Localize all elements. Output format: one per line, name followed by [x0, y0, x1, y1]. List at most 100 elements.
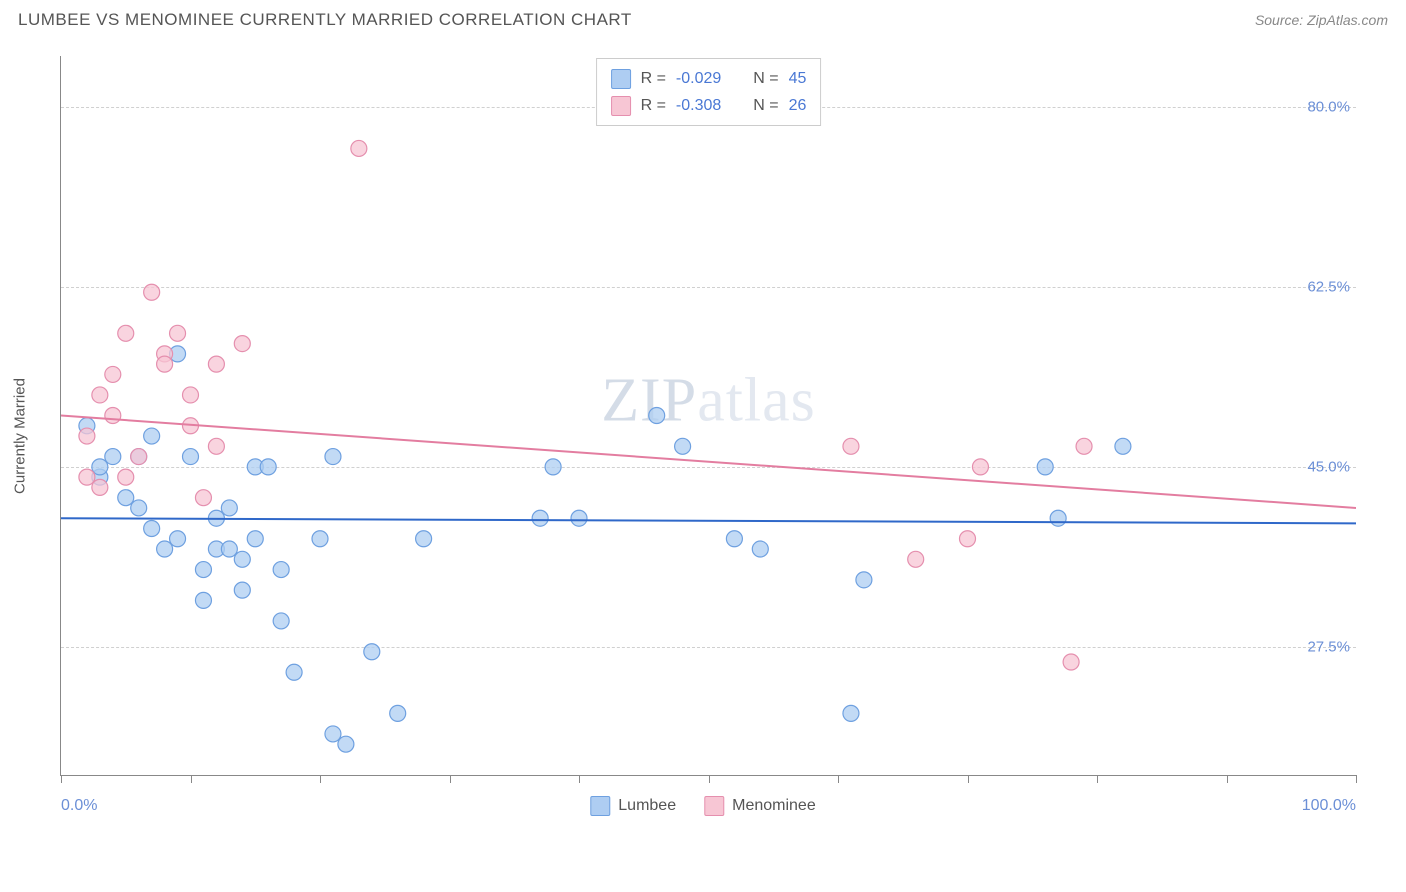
- legend-row-lumbee: R = -0.029 N = 45: [611, 65, 807, 92]
- x-min-label: 0.0%: [61, 797, 97, 815]
- legend-n-label: N =: [753, 92, 778, 119]
- scatter-point: [208, 438, 224, 454]
- source-attribution: Source: ZipAtlas.com: [1255, 12, 1388, 28]
- scatter-point: [234, 336, 250, 352]
- scatter-point: [118, 325, 134, 341]
- scatter-point: [649, 408, 665, 424]
- scatter-point: [416, 531, 432, 547]
- series-legend: Lumbee Menominee: [590, 796, 815, 816]
- legend-r-value-lumbee: -0.029: [676, 65, 721, 92]
- x-max-label: 100.0%: [1302, 797, 1356, 815]
- x-tick: [61, 775, 62, 783]
- scatter-point: [118, 490, 134, 506]
- scatter-point: [92, 479, 108, 495]
- scatter-point: [390, 705, 406, 721]
- legend-swatch-icon: [704, 796, 724, 816]
- legend-item-menominee: Menominee: [704, 796, 816, 816]
- scatter-point: [1037, 459, 1053, 475]
- legend-swatch-lumbee: [611, 69, 631, 89]
- scatter-point: [131, 449, 147, 465]
- scatter-point: [221, 541, 237, 557]
- x-tick: [579, 775, 580, 783]
- scatter-point: [247, 531, 263, 547]
- scatter-point: [105, 449, 121, 465]
- scatter-point: [325, 726, 341, 742]
- scatter-point: [234, 551, 250, 567]
- scatter-point: [221, 500, 237, 516]
- scatter-point: [286, 664, 302, 680]
- correlation-legend: R = -0.029 N = 45 R = -0.308 N = 26: [596, 58, 822, 126]
- legend-n-value-menominee: 26: [789, 92, 807, 119]
- scatter-point: [144, 428, 160, 444]
- chart-header: LUMBEE VS MENOMINEE CURRENTLY MARRIED CO…: [0, 0, 1406, 36]
- scatter-point: [195, 592, 211, 608]
- scatter-point: [131, 500, 147, 516]
- scatter-point: [1063, 654, 1079, 670]
- x-tick: [450, 775, 451, 783]
- legend-label-menominee: Menominee: [732, 797, 816, 815]
- scatter-point: [144, 284, 160, 300]
- scatter-point: [208, 356, 224, 372]
- x-tick: [838, 775, 839, 783]
- scatter-point: [1115, 438, 1131, 454]
- chart-title: LUMBEE VS MENOMINEE CURRENTLY MARRIED CO…: [18, 10, 632, 30]
- scatter-point: [79, 469, 95, 485]
- legend-row-menominee: R = -0.308 N = 26: [611, 92, 807, 119]
- source-label: Source:: [1255, 12, 1303, 28]
- scatter-point: [92, 459, 108, 475]
- scatter-point: [856, 572, 872, 588]
- scatter-point: [170, 325, 186, 341]
- scatter-point: [1076, 438, 1092, 454]
- legend-swatch-icon: [590, 796, 610, 816]
- legend-swatch-menominee: [611, 96, 631, 116]
- scatter-point: [972, 459, 988, 475]
- y-axis-label: Currently Married: [12, 378, 29, 494]
- scatter-point: [118, 469, 134, 485]
- scatter-point: [908, 551, 924, 567]
- scatter-svg: [61, 56, 1356, 775]
- chart-container: Currently Married R = -0.029 N = 45 R = …: [20, 36, 1386, 836]
- legend-r-label: R =: [641, 65, 666, 92]
- scatter-point: [273, 613, 289, 629]
- scatter-point: [195, 562, 211, 578]
- x-tick: [320, 775, 321, 783]
- scatter-point: [195, 490, 211, 506]
- legend-item-lumbee: Lumbee: [590, 796, 676, 816]
- legend-r-label: R =: [641, 92, 666, 119]
- x-tick: [709, 775, 710, 783]
- scatter-point: [532, 510, 548, 526]
- scatter-point: [105, 408, 121, 424]
- scatter-point: [170, 531, 186, 547]
- x-tick: [968, 775, 969, 783]
- scatter-point: [843, 438, 859, 454]
- scatter-point: [325, 449, 341, 465]
- x-tick: [1356, 775, 1357, 783]
- legend-n-value-lumbee: 45: [789, 65, 807, 92]
- scatter-point: [571, 510, 587, 526]
- scatter-point: [843, 705, 859, 721]
- scatter-point: [144, 520, 160, 536]
- scatter-point: [183, 387, 199, 403]
- scatter-point: [273, 562, 289, 578]
- plot-area: R = -0.029 N = 45 R = -0.308 N = 26 ZIPa…: [60, 56, 1356, 776]
- legend-r-value-menominee: -0.308: [676, 92, 721, 119]
- scatter-point: [92, 387, 108, 403]
- scatter-point: [960, 531, 976, 547]
- scatter-point: [312, 531, 328, 547]
- scatter-point: [105, 366, 121, 382]
- x-tick: [1227, 775, 1228, 783]
- scatter-point: [183, 449, 199, 465]
- scatter-point: [364, 644, 380, 660]
- legend-label-lumbee: Lumbee: [618, 797, 676, 815]
- source-link[interactable]: ZipAtlas.com: [1307, 12, 1388, 28]
- scatter-point: [157, 356, 173, 372]
- scatter-point: [752, 541, 768, 557]
- scatter-point: [675, 438, 691, 454]
- scatter-point: [79, 428, 95, 444]
- x-tick: [191, 775, 192, 783]
- x-tick: [1097, 775, 1098, 783]
- scatter-point: [545, 459, 561, 475]
- scatter-point: [726, 531, 742, 547]
- scatter-point: [260, 459, 276, 475]
- legend-n-label: N =: [753, 65, 778, 92]
